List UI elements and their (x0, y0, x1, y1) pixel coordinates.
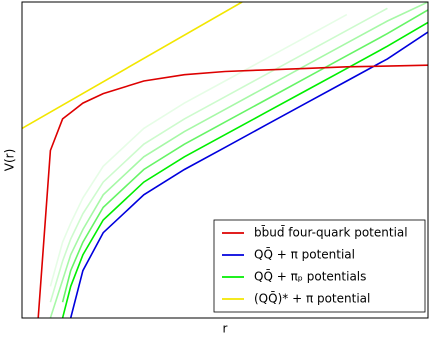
y-axis-label: V(r) (3, 149, 17, 172)
line-series (37, 64, 428, 318)
line-series (22, 2, 243, 130)
line-series (49, 2, 428, 318)
line-series (61, 21, 428, 318)
legend-label: QQ̄ + π potential (254, 247, 355, 261)
line-series (49, 13, 348, 287)
x-axis-label: r (223, 322, 228, 336)
line-series (61, 9, 428, 303)
legend-label: bb̄ud̄ four-quark potential (254, 225, 408, 239)
legend-label: QQ̄ + πₚ potentials (254, 269, 366, 283)
frame (21, 1, 429, 319)
plot-area (22, 2, 428, 318)
legend-label: (QQ̄)* + π potential (254, 291, 370, 305)
legend: bb̄ud̄ four-quark potential QQ̄ + π poten… (213, 219, 426, 313)
line-series (69, 31, 428, 318)
line-series (49, 7, 388, 303)
legend-box (213, 219, 426, 313)
